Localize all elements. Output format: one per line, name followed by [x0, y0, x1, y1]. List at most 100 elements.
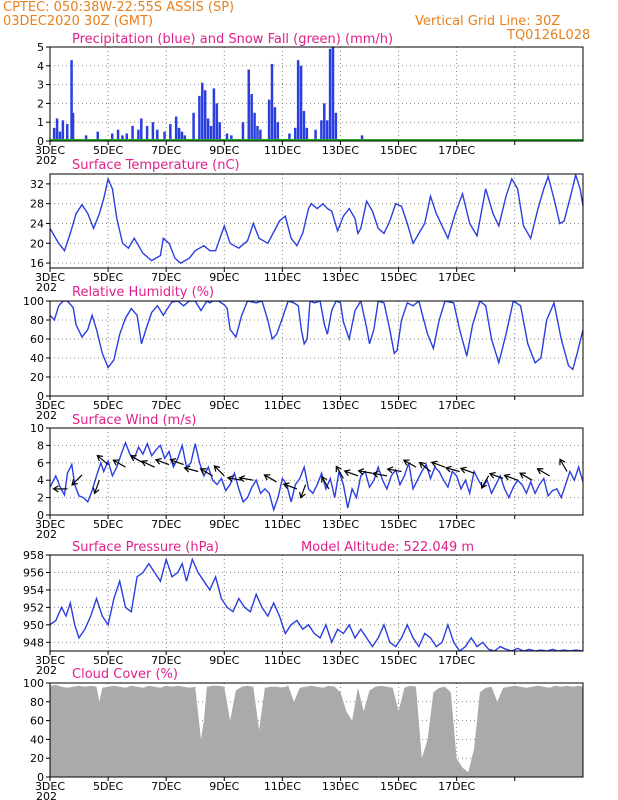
- panel-1-title: Precipitation (blue) and Snow Fall (gree…: [72, 32, 393, 47]
- panel-3-xtick-label: 9DEC: [209, 399, 239, 412]
- precip-bar: [52, 127, 56, 141]
- panel-2-xtick-label: 9DEC: [209, 271, 239, 284]
- panel-4-ytick-label: 4: [37, 474, 44, 487]
- wind-arrow: [519, 472, 533, 481]
- precip-bar: [218, 122, 221, 141]
- precip-bar: [212, 88, 216, 141]
- panel-6-ytick-label: 60: [30, 715, 44, 728]
- precip-bar: [183, 135, 187, 141]
- precip-bar: [323, 103, 326, 141]
- wind-arrow-head: [519, 472, 526, 479]
- wind-arrow: [419, 462, 431, 472]
- panel-5-ytick-label: 954: [23, 584, 44, 597]
- panel-4-ytick-label: 0: [37, 509, 44, 522]
- wind-arrow: [170, 459, 184, 466]
- panel-5-ytick-label: 952: [23, 601, 44, 614]
- panel-1-year-label: 202: [36, 154, 57, 167]
- wind-arrow-head: [357, 468, 365, 476]
- wind-arrow-head: [444, 465, 452, 473]
- panel-5-ytick-label: 956: [23, 566, 44, 579]
- panel-5-ytick-label: 948: [23, 636, 44, 649]
- precip-bar: [140, 118, 143, 141]
- panel-5-xtick-label: 7DEC: [151, 654, 181, 667]
- wind-arrow-head: [199, 468, 207, 475]
- panel-4-xtick-label: 7DEC: [151, 518, 181, 531]
- wind-arrow: [403, 459, 417, 468]
- wind-arrow: [321, 476, 330, 490]
- panel-4-ytick-label: 2: [37, 492, 44, 505]
- precip-bar: [121, 135, 124, 141]
- panel-6-xtick-label: 3DEC: [35, 780, 65, 793]
- precip-bar: [137, 129, 140, 141]
- panel-4-xtick-label: 3DEC: [35, 518, 65, 531]
- panel-4-frame: [49, 427, 584, 516]
- wind-arrow-head: [71, 479, 78, 486]
- panel-5-ytick-label: 950: [23, 619, 44, 632]
- wind-arrow: [358, 470, 373, 474]
- precip-bar: [225, 133, 229, 141]
- wind-arrow-head: [263, 474, 271, 481]
- panel-5-year-label: 202: [36, 664, 57, 677]
- panel-2-xtick-label: 17DEC: [438, 271, 475, 284]
- panel-1-ytick-label: 2: [37, 97, 44, 110]
- precip-bar: [296, 60, 300, 141]
- wind-arrow-head: [418, 461, 426, 469]
- precip-bar: [58, 131, 62, 141]
- panel-2-ytick-label: 32: [30, 178, 44, 191]
- panel-1-xtick-label: 9DEC: [209, 144, 239, 157]
- precip-bar: [314, 129, 317, 141]
- wind-arrow: [184, 467, 199, 473]
- wind-arrow-head: [459, 466, 467, 474]
- wind-arrow-head: [402, 459, 410, 466]
- precip-bar: [250, 94, 253, 141]
- wind-arrow: [373, 472, 388, 477]
- panel-6-xtick-label: 9DEC: [209, 780, 239, 793]
- precip-bar: [116, 129, 120, 141]
- precip-bar: [241, 122, 245, 141]
- panel-5-xtick-label: 17DEC: [438, 654, 475, 667]
- panel-6-xtick-label: 7DEC: [151, 780, 181, 793]
- panel-6-xtick-label: 13DEC: [322, 780, 359, 793]
- precip-bar: [71, 112, 75, 141]
- wind-arrow: [264, 474, 277, 483]
- panel-6-ytick-label: 40: [30, 733, 44, 746]
- precip-bar: [174, 116, 178, 141]
- precip-bar: [288, 133, 291, 141]
- panel-2-year-label: 202: [36, 281, 57, 294]
- wind-arrow-head: [140, 460, 148, 467]
- precip-bar: [169, 124, 172, 141]
- panel-1-ytick-label: 1: [37, 116, 44, 129]
- panel-6-ytick-label: 100: [23, 677, 44, 690]
- precip-bar: [177, 127, 181, 141]
- panel-3-ytick-label: 60: [30, 333, 44, 346]
- wind-arrow-head: [536, 468, 544, 475]
- header-date: 03DEC2020 30Z (GMT): [3, 14, 154, 29]
- wind-arrow-head: [52, 485, 59, 493]
- panel-1-ytick-label: 5: [37, 41, 44, 54]
- wind-arrow: [489, 473, 504, 480]
- wind-arrow: [71, 474, 83, 486]
- precip-bar: [55, 118, 59, 141]
- panel-5-xtick-label: 11DEC: [264, 654, 301, 667]
- panel-2-xtick-label: 3DEC: [35, 271, 65, 284]
- panel-1-xtick-label: 3DEC: [35, 144, 65, 157]
- panel-5-xtick-label: 13DEC: [322, 654, 359, 667]
- panel-1-xtick-label: 17DEC: [438, 144, 475, 157]
- wind-arrow-head: [488, 471, 496, 479]
- panel-6-year-label: 202: [36, 790, 57, 800]
- precip-bar: [215, 103, 219, 141]
- precip-bar: [325, 120, 329, 141]
- panel-2-xtick-label: 7DEC: [151, 271, 181, 284]
- precip-bar: [65, 124, 69, 141]
- panel-4-xtick-label: 13DEC: [322, 518, 359, 531]
- panel-6-ytick-label: 0: [37, 771, 44, 784]
- wind-arrow: [130, 455, 144, 464]
- wind-arrow: [141, 460, 155, 468]
- panel-5-xtick-label: 3DEC: [35, 654, 65, 667]
- panel-5-ytick-label: 958: [23, 549, 44, 562]
- precip-bar: [201, 82, 204, 141]
- precip-bar: [180, 131, 184, 141]
- wind-arrow: [94, 479, 100, 494]
- panel-5-title: Surface Pressure (hPa): [72, 540, 219, 555]
- panel-2-ytick-label: 24: [30, 217, 44, 230]
